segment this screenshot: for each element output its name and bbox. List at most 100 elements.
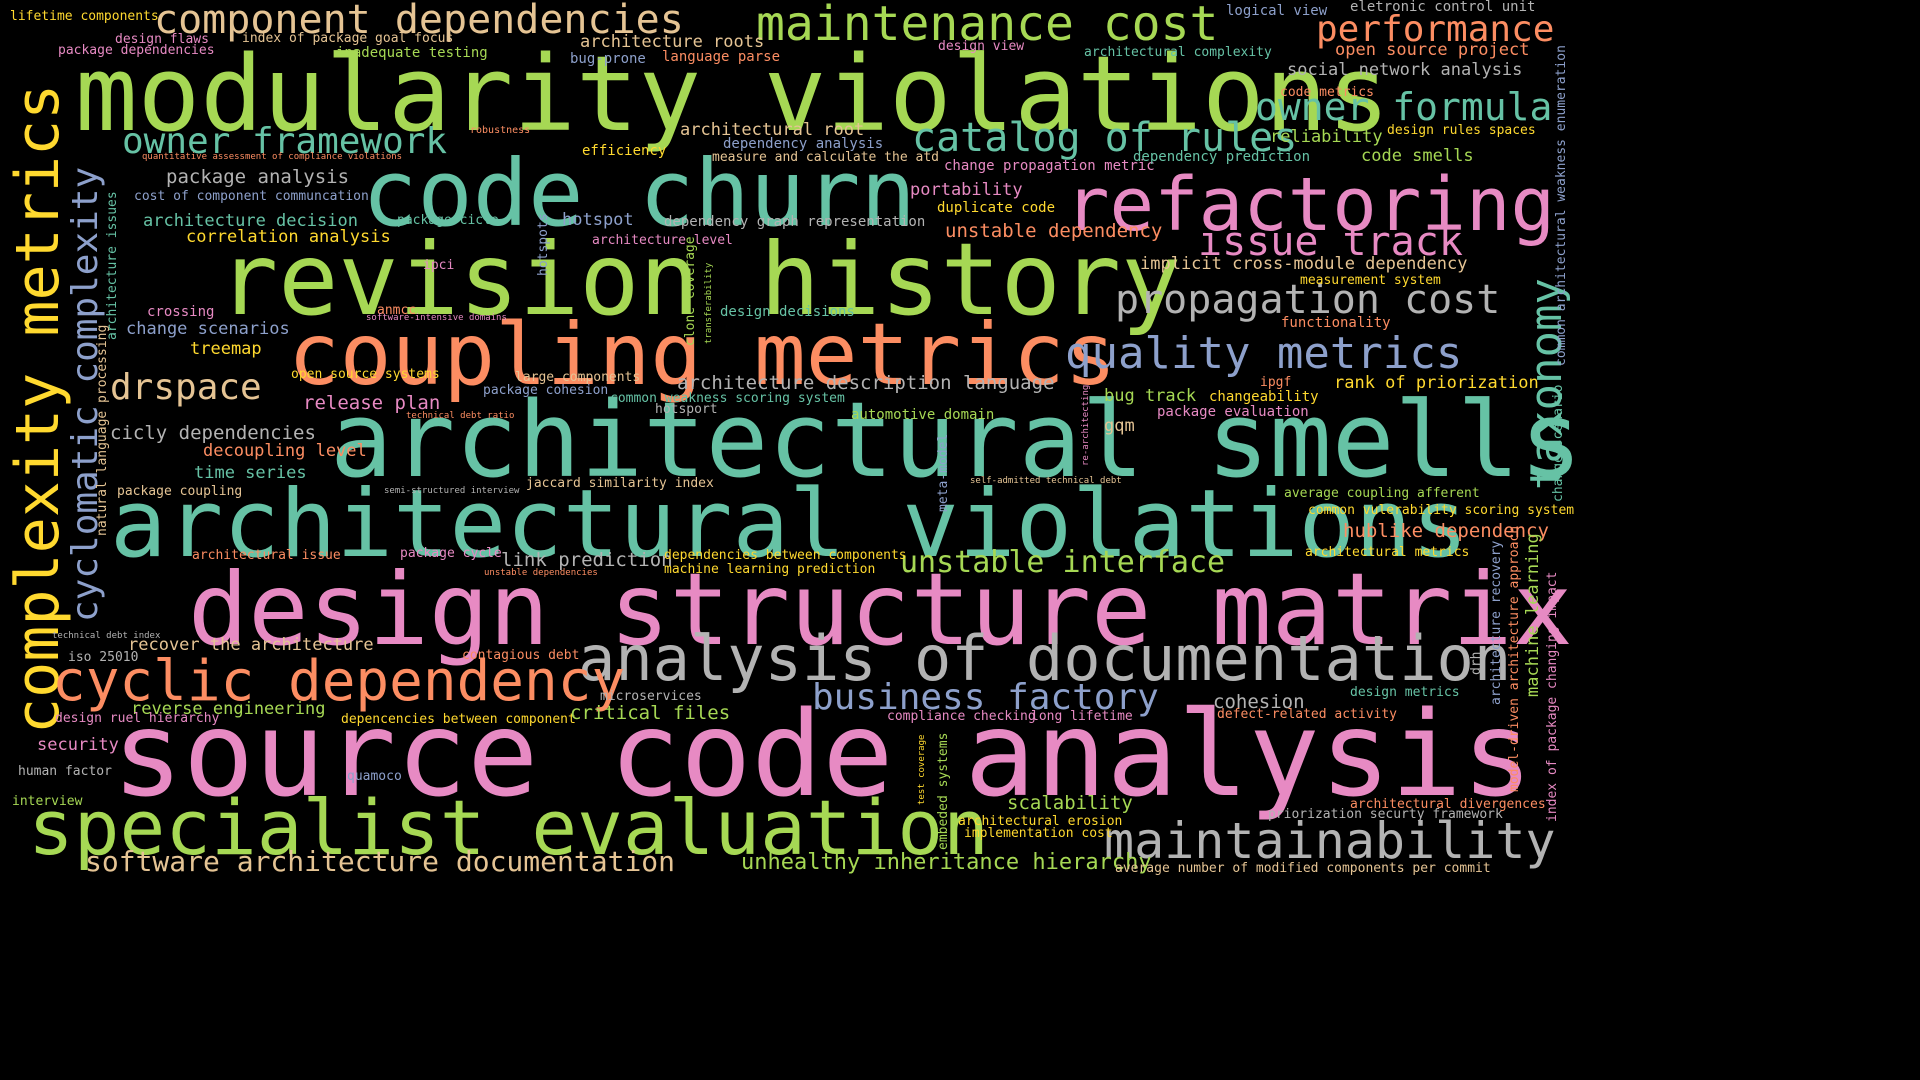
word-inadequate-testing: inadequate testing bbox=[336, 45, 488, 61]
word-cicly-dependencies: cicly dependencies bbox=[110, 422, 316, 444]
word-source-code-analysis: source code analysis bbox=[112, 685, 1533, 823]
word-self-admitted-technical-debt: self-admitted technical debt bbox=[970, 476, 1122, 486]
word-architecture-issues: architecture issues bbox=[105, 191, 120, 340]
word-hotspot: hotspot bbox=[562, 210, 634, 230]
word-correlation-analysis: correlation analysis bbox=[186, 227, 391, 247]
word-drspace: drspace bbox=[110, 367, 262, 408]
word-implicit-cross-module-dependency: implicit cross-module dependency bbox=[1140, 254, 1468, 274]
word-architectural-issue: architectural issue bbox=[192, 548, 341, 563]
word-package-cicle: package cicle bbox=[397, 213, 499, 228]
word-compliance-checking: compliance checking bbox=[887, 709, 1036, 724]
word-interview: interview bbox=[12, 794, 83, 809]
word-contagious-debt: contagious debt bbox=[462, 648, 580, 663]
word-design-structure-matrix: design structure matrix bbox=[188, 551, 1573, 668]
word-design-view: design view bbox=[938, 39, 1025, 54]
word-portability: portability bbox=[910, 180, 1023, 200]
word-dependency-prediction: dependency prediction bbox=[1133, 149, 1311, 165]
word-drh: drh bbox=[1469, 651, 1484, 675]
word-change-scenarios: change scenarios bbox=[126, 319, 290, 339]
word-design-rules-spaces: design rules spaces bbox=[1387, 123, 1536, 138]
word-index-of-package-changing-impact: index of package changing impact bbox=[1545, 571, 1560, 822]
word-package-analysis: package analysis bbox=[166, 166, 350, 188]
word-robustness: robustness bbox=[470, 125, 531, 136]
word-maintainability: maintainability bbox=[1104, 812, 1556, 870]
word-average-number-of-modified-components: average number of modified components pe… bbox=[1115, 861, 1491, 876]
word-eletronic-control-unit: eletronic control unit bbox=[1350, 0, 1536, 15]
word-package-evaluation: package evaluation bbox=[1157, 404, 1309, 420]
word-owner-framework: owner framework bbox=[122, 121, 448, 162]
word-code-churn: code churn bbox=[362, 140, 916, 247]
word-test-coverage: test coverage bbox=[917, 734, 927, 805]
word-lifetime-components: lifetime components bbox=[10, 9, 159, 24]
word-dependencies-between-components: dependencies between components bbox=[664, 548, 907, 563]
word-revision-history: revision history bbox=[218, 221, 1182, 338]
word-implementation-cost: implementation cost bbox=[964, 826, 1113, 841]
word-ipci: ipci bbox=[423, 258, 455, 273]
word-common-architectural-weakness-enumeration: common architectural weakness enumeratio… bbox=[1554, 45, 1569, 366]
word-cohesion: cohesion bbox=[1213, 691, 1305, 713]
word-meta-model: meta-model bbox=[936, 433, 951, 512]
word-owner-formula: owner formula bbox=[1255, 85, 1553, 129]
word-social-network-analysis: social network analysis bbox=[1287, 60, 1523, 80]
word-model-driven-architecture-approach: model-driven architecture approach bbox=[1507, 525, 1522, 792]
word-architectural-violations: architectural violations bbox=[110, 470, 1469, 579]
word-quamoco: quamoco bbox=[347, 769, 402, 784]
word-design-metrics: design metrics bbox=[1350, 685, 1460, 700]
word-specialist-evaluation: specialist evaluation bbox=[28, 783, 989, 872]
word-common-vulerability-scoring-system: common vulerability scoring system bbox=[1308, 503, 1575, 518]
word-software-architecture-documentation: software architecture documentation bbox=[85, 845, 676, 878]
word-depencencies-between-component: depencencies between component bbox=[341, 712, 576, 727]
word-architecture-roots: architecture roots bbox=[580, 32, 765, 52]
word-machine-learning: machine learning bbox=[1523, 533, 1543, 697]
word-hotsport: hotsport bbox=[655, 402, 718, 417]
word-architecture-recovery: architecture recovery bbox=[1489, 540, 1504, 705]
word-semi-structured-interview: semi-structured interview bbox=[384, 486, 520, 496]
word-performance: performance bbox=[1316, 9, 1555, 50]
word-maintenance-cost: maintenance cost bbox=[756, 0, 1219, 52]
word-architectural-erosion: architectural erosion bbox=[958, 814, 1123, 829]
word-cost-of-component-communcation: cost of component communcation bbox=[134, 189, 369, 204]
word-package-cohesion: package cohesion bbox=[483, 383, 609, 398]
word-embeded-systems: embeded systems bbox=[936, 732, 951, 850]
word-re-architecting: re-architecting bbox=[1081, 384, 1091, 466]
word-priorization-securty-framework: priorization securty framework bbox=[1268, 807, 1503, 822]
word-unhealthy-inheritance-hierarchy: unhealthy inheritance hierarchy bbox=[741, 850, 1152, 875]
word-ipgf: ipgf bbox=[1260, 375, 1292, 390]
word-natural-language-processing: natural language processing bbox=[95, 324, 110, 536]
word-component-dependencies: component dependencies bbox=[154, 0, 684, 43]
word-measurement-system: measurement system bbox=[1300, 273, 1441, 288]
word-architectural-root: architectural root bbox=[680, 120, 865, 140]
word-architecture-decision: architecture decision bbox=[143, 211, 358, 231]
word-machine-learning-prediction: machine learning prediction bbox=[664, 562, 876, 577]
word-architectural-complexity: architectural complexity bbox=[1084, 45, 1272, 60]
word-architectural-metrics: architectural metrics bbox=[1305, 545, 1470, 560]
word-changeability: changeability bbox=[1209, 389, 1319, 405]
word-human-factor: human factor bbox=[18, 764, 112, 779]
word-gqm: gqm bbox=[1104, 416, 1135, 436]
word-index-of-package-goal-focus: index of package goal focus bbox=[242, 31, 454, 46]
word-analysis-of-documentation: analysis of documentation bbox=[578, 622, 1512, 695]
word-transferability: transferability bbox=[704, 262, 714, 344]
word-time-series: time series bbox=[194, 463, 307, 483]
word-microservices: microservices bbox=[600, 689, 702, 704]
word-reverse-engineering: reverse engineering bbox=[131, 699, 326, 719]
word-crossing: crossing bbox=[147, 304, 215, 320]
word-large-components: large components bbox=[515, 370, 641, 385]
word-dependency-graph-representation: dependency graph representation bbox=[664, 214, 926, 230]
word-business-factory: business factory bbox=[812, 677, 1159, 718]
word-package-dependencies: package dependencies bbox=[58, 43, 215, 58]
word-unstable-interface: unstable interface bbox=[900, 545, 1226, 580]
word-long-lifetime: long lifetime bbox=[1031, 709, 1133, 724]
word-bug-track: bug track bbox=[1104, 386, 1197, 406]
word-recover-the-architecture: recover the architecture bbox=[128, 635, 374, 655]
word-code-metrics: code metrics bbox=[1280, 85, 1374, 100]
word-design-flaws: design flaws bbox=[115, 32, 209, 47]
word-issue-track: issue track bbox=[1198, 219, 1463, 265]
word-scalability: scalability bbox=[1007, 792, 1133, 814]
word-design-ruel-hierarchy: design ruel hierarchy bbox=[55, 711, 220, 726]
word-measure-and-calculate-the-atd: measure and calculate the atd bbox=[712, 150, 939, 165]
word-change-propagation-metric: change propagation metric bbox=[944, 158, 1155, 174]
word-change-scenario: change scenario bbox=[1551, 384, 1566, 502]
word-propagation-cost: propagation cost bbox=[1115, 277, 1501, 323]
